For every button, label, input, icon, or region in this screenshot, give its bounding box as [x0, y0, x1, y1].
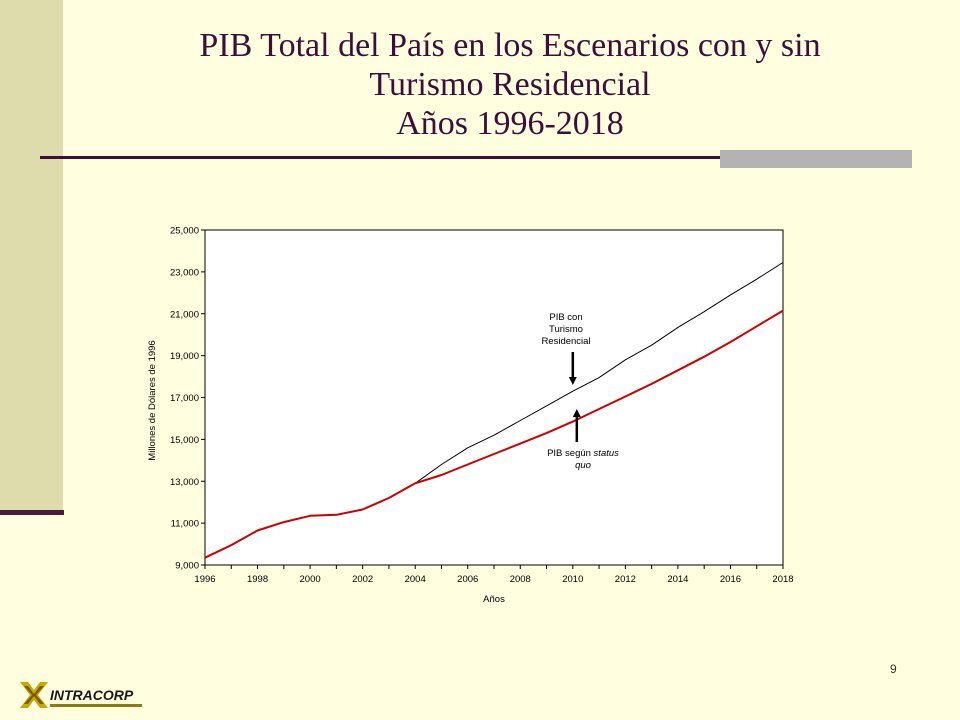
x-tick-label: 2000	[300, 574, 321, 585]
annotation-tourism-label: PIB con Turismo Residencial	[541, 312, 590, 347]
y-tick-label: 19,000	[170, 351, 199, 362]
x-tick-label: 2018	[772, 574, 793, 585]
slide-title: PIB Total del País en los Escenarios con…	[70, 26, 950, 143]
annotation-tourism-arrowhead	[568, 376, 577, 385]
series-line-1	[204, 309, 784, 559]
x-tick-label: 2012	[615, 574, 636, 585]
y-tick-label: 21,000	[170, 309, 199, 320]
y-tick-label: 15,000	[170, 435, 199, 446]
y-tick-label: 25,000	[170, 226, 199, 237]
x-tick-label: 1998	[247, 574, 268, 585]
logo-text: INTRACORP	[50, 687, 134, 703]
intracorp-logo: INTRACORP	[20, 682, 142, 708]
x-tick-label: 2002	[352, 574, 373, 585]
page-number: 9	[890, 662, 897, 676]
x-axis-label: Años	[483, 594, 505, 605]
logo-mark-icon	[20, 682, 48, 708]
left-band-underline	[0, 510, 64, 515]
y-tick-label: 11,000	[171, 519, 199, 530]
y-axis-label: Millones de Dólares de 1996	[147, 340, 158, 460]
y-tick-label: 17,000	[170, 393, 199, 404]
title-line-1: PIB Total del País en los Escenarios con…	[199, 27, 821, 64]
x-tick-label: 2010	[562, 574, 583, 585]
title-divider-line	[40, 156, 912, 159]
y-tick-label: 23,000	[170, 267, 199, 278]
annotation-statusquo-label: PIB según status quo	[547, 448, 619, 471]
x-tick-label: 2004	[405, 574, 426, 585]
title-line-2: Turismo Residencial	[369, 66, 651, 103]
title-divider-accent	[720, 150, 912, 168]
x-tick-label: 2016	[720, 574, 741, 585]
y-tick-label: 13,000	[170, 477, 199, 488]
y-tick-label: 9,000	[175, 561, 199, 572]
left-decorative-band	[0, 0, 63, 512]
annotation-statusquo-arrowhead	[572, 408, 581, 417]
x-tick-label: 2006	[457, 574, 478, 585]
title-line-3: Años 1996-2018	[396, 105, 624, 142]
x-tick-label: 2008	[510, 574, 531, 585]
x-tick-label: 2014	[667, 574, 688, 585]
plot-area	[204, 229, 784, 566]
x-tick-label: 1996	[194, 574, 215, 585]
